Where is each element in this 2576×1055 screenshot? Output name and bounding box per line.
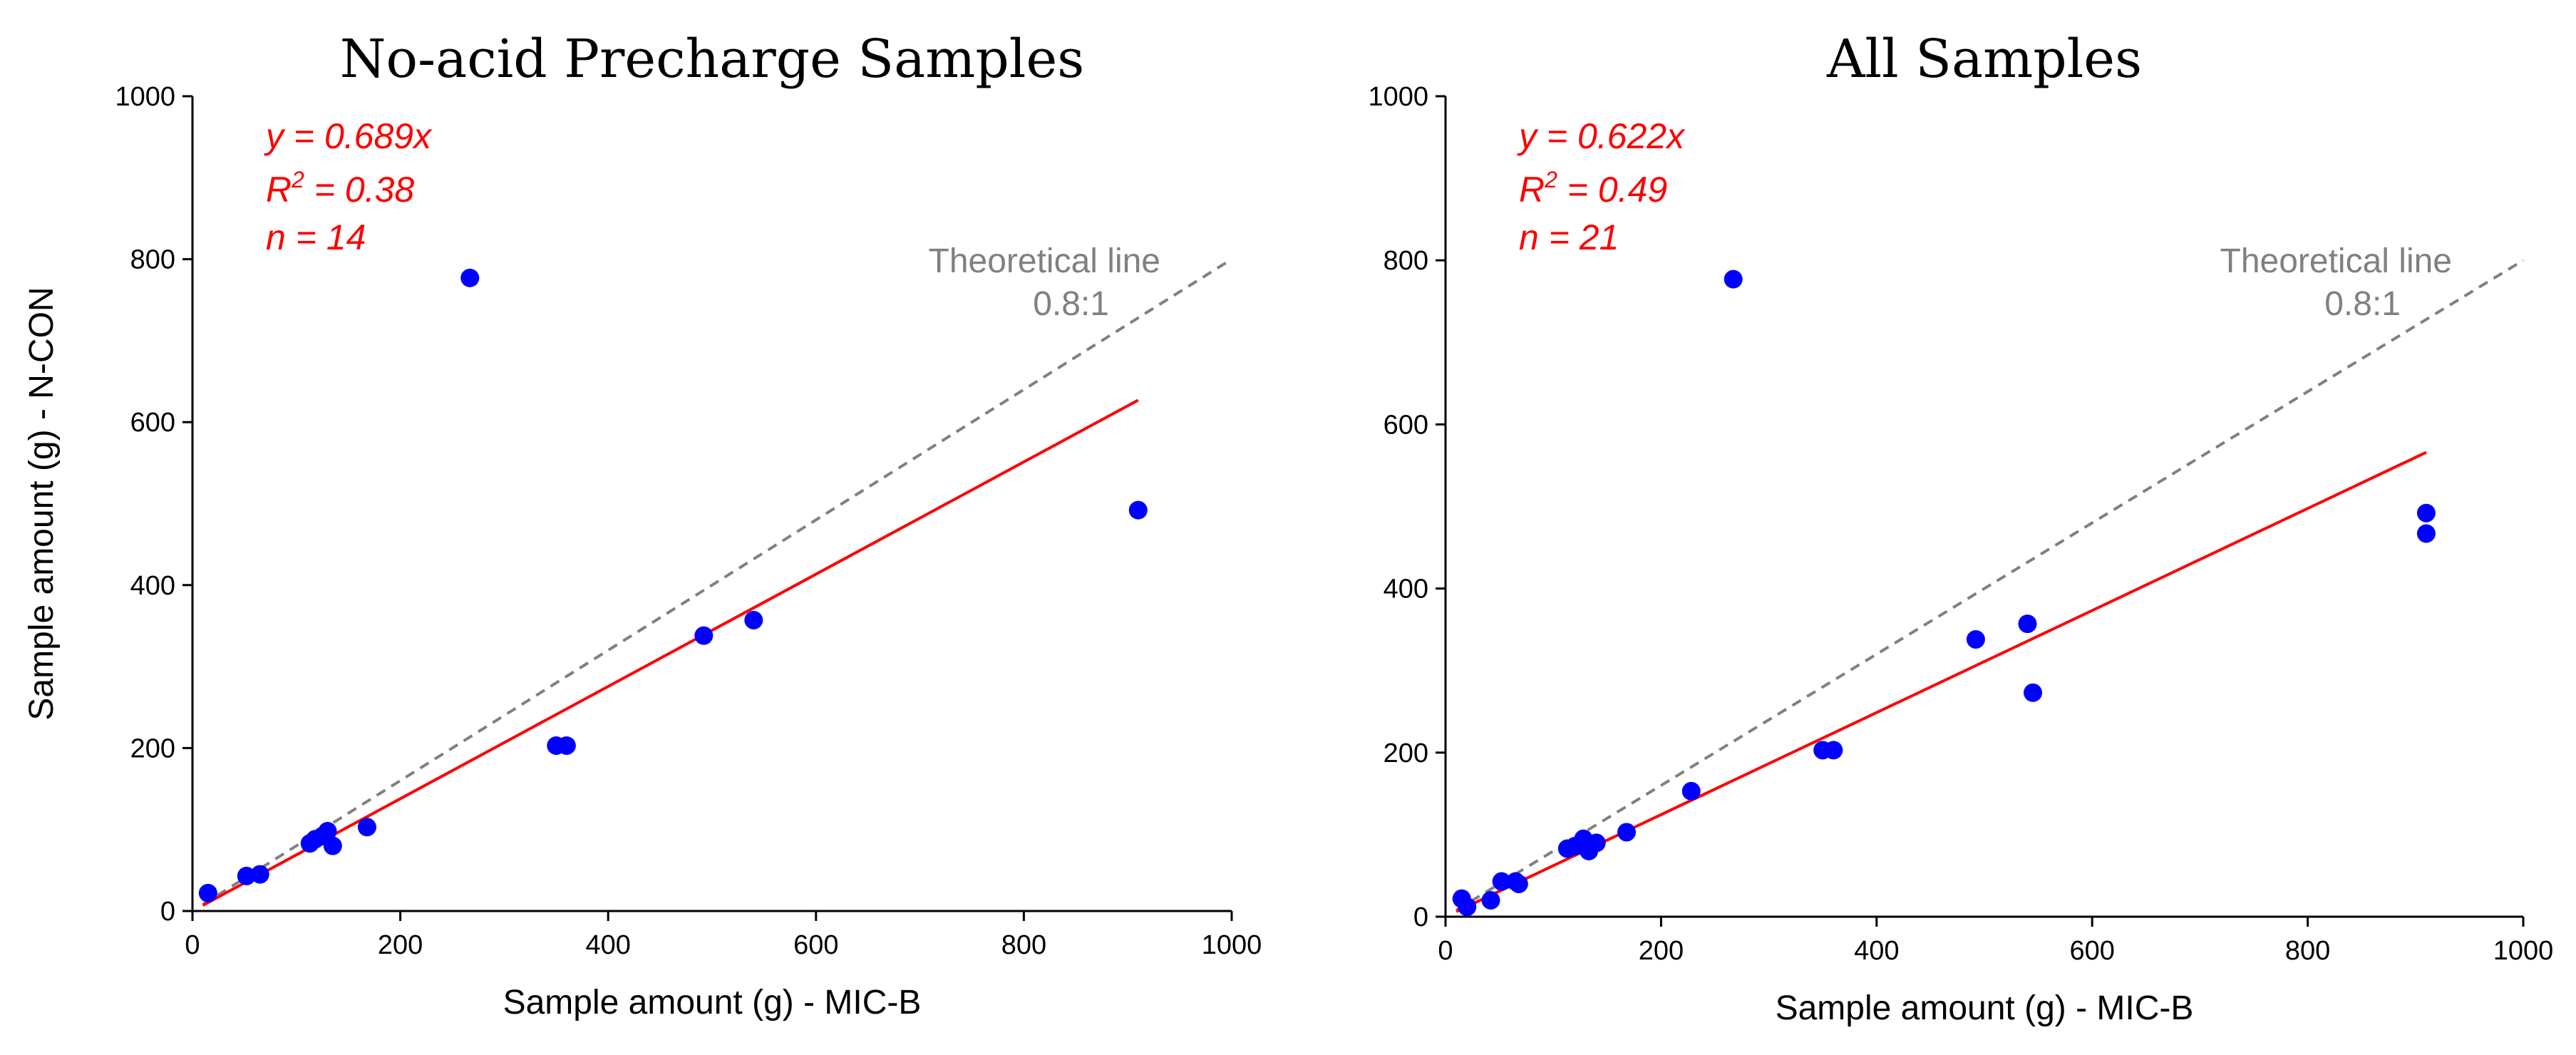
r-squared-symbol: R	[1519, 170, 1545, 210]
data-point	[1481, 890, 1500, 910]
theoretical-line-label: Theoretical line	[929, 242, 1161, 280]
r-squared-superscript: 2	[291, 167, 304, 192]
sample-count: n = 21	[1519, 217, 1619, 257]
y-tick-label: 800	[130, 245, 175, 275]
x-tick-label: 0	[185, 930, 200, 960]
data-point	[557, 736, 576, 755]
data-point	[1681, 781, 1701, 801]
r-squared: R2 = 0.38	[266, 167, 414, 210]
data-point	[460, 268, 480, 287]
data-point	[1824, 741, 1843, 760]
x-tick-label: 200	[378, 930, 423, 960]
data-point	[237, 866, 256, 885]
y-axis-label: Sample amount (g) - N-CON	[23, 287, 61, 720]
x-tick-label: 200	[1639, 936, 1684, 966]
fit-equation: y = 0.622x	[1517, 116, 1686, 156]
chart-title: No-acid Precharge Samples	[340, 29, 1084, 90]
r-squared-superscript: 2	[1544, 167, 1557, 192]
fit-equation: y = 0.689x	[264, 116, 433, 156]
data-point	[2416, 503, 2436, 523]
data-point	[198, 883, 217, 902]
data-point	[357, 818, 376, 837]
theoretical-ratio-label: 0.8:1	[1033, 285, 1109, 323]
y-tick-label: 600	[130, 408, 175, 438]
y-tick-label: 200	[1384, 738, 1428, 768]
data-point	[323, 836, 342, 855]
data-point	[1458, 897, 1477, 917]
theoretical-line	[1456, 259, 2525, 912]
r-squared: R2 = 0.49	[1519, 167, 1667, 210]
chart-panel-1: No-acid Precharge Samples 0 200 400 600 800 10…	[23, 29, 1262, 1021]
y-tick-label: 400	[130, 571, 175, 601]
data-point	[1492, 872, 1511, 891]
data-point	[1587, 833, 1606, 853]
sample-count: n = 14	[266, 217, 366, 257]
x-tick-label: 400	[585, 930, 630, 960]
y-tick-label: 200	[130, 734, 175, 763]
theoretical-line	[202, 257, 1233, 906]
x-tick-label: 800	[1001, 930, 1046, 960]
data-point	[744, 610, 763, 629]
y-tick-label: 800	[1384, 246, 1428, 276]
data-point	[2416, 524, 2436, 543]
r-squared-value: = 0.49	[1557, 170, 1667, 210]
data-point	[1724, 269, 1743, 289]
x-tick-label: 800	[2285, 936, 2330, 966]
x-tick-label: 1000	[1202, 930, 1262, 960]
data-point	[318, 821, 337, 840]
x-tick-label: 1000	[2493, 936, 2554, 966]
r-squared-value: = 0.38	[304, 170, 414, 210]
x-axis-label: Sample amount (g) - MIC-B	[503, 984, 922, 1021]
data-point	[2024, 683, 2043, 702]
r-squared-symbol: R	[266, 170, 292, 210]
theoretical-line-label: Theoretical line	[2220, 242, 2453, 280]
x-tick-label: 600	[2069, 936, 2114, 966]
x-tick-label: 600	[793, 930, 838, 960]
data-point	[1617, 823, 1637, 842]
data-point	[1128, 500, 1148, 520]
data-point	[250, 865, 269, 884]
x-axis-label: Sample amount (g) - MIC-B	[1776, 989, 2194, 1027]
data-point	[1509, 874, 1528, 893]
x-tick-label: 400	[1854, 936, 1899, 966]
theoretical-ratio-label: 0.8:1	[2324, 285, 2401, 323]
y-tick-label: 1000	[1368, 82, 1428, 112]
regression-line	[202, 398, 1139, 907]
y-tick-label: 0	[1413, 902, 1428, 932]
y-tick-label: 0	[160, 897, 175, 927]
data-point	[2018, 614, 2037, 634]
y-tick-label: 400	[1384, 575, 1428, 604]
chart-panel-2: All Samples 0 200 400 600 800 1000 0 200 400 600 80…	[1368, 29, 2553, 1027]
chart-title: All Samples	[1826, 29, 2142, 90]
x-tick-label: 0	[1438, 936, 1453, 966]
y-tick-label: 1000	[115, 82, 175, 112]
data-point	[694, 626, 713, 645]
data-point	[1966, 629, 1985, 649]
y-tick-label: 600	[1384, 410, 1428, 440]
